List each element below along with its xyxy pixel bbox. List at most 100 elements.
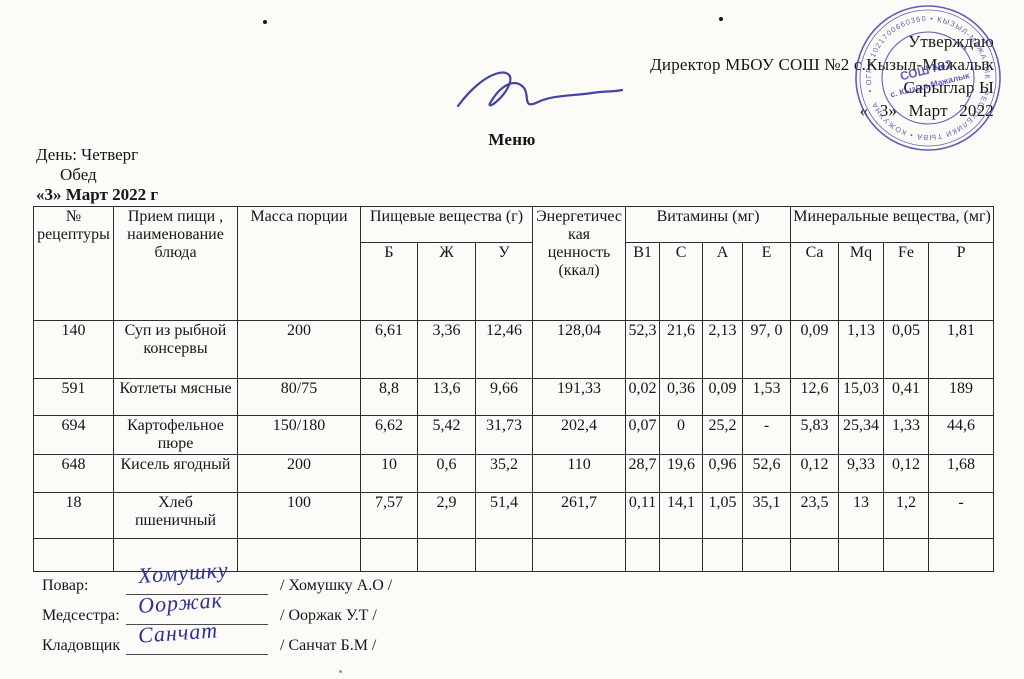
dish-name-cell: Суп из рыбной консервы [113, 320, 238, 379]
value-cell [702, 537, 744, 572]
value-cell: 6,62 [360, 415, 418, 455]
value-cell: 2,13 [702, 320, 744, 379]
value-cell: 0,11 [625, 491, 661, 539]
value-cell: 21,6 [659, 320, 704, 379]
value-cell: 35,2 [474, 453, 534, 493]
director-line: Директор МБОУ СОШ №2 с.Кызыл-Мажалык [650, 55, 994, 74]
value-cell: 694 [33, 415, 114, 455]
scan-speck [719, 17, 723, 21]
value-cell: 191,33 [532, 378, 627, 416]
menu-table-header: № рецептуры Прием пищи , наименование бл… [33, 206, 995, 321]
col-group-vitamins: Витамины (мг) [625, 206, 792, 243]
value-cell: 0,05 [883, 320, 930, 379]
value-cell [625, 537, 661, 572]
scan-speck [339, 670, 342, 673]
value-cell: 0,6 [417, 453, 476, 493]
value-cell: 80/75 [237, 378, 361, 416]
value-cell: 13 [838, 491, 885, 539]
table-row: 648 Кисель ягодный 200 10 0,6 35,2 110 28,7 19,6… [33, 453, 995, 493]
col-header-protein: Б [360, 242, 418, 321]
value-cell: 44,6 [928, 415, 995, 455]
typed-name: / Хомушку А.О / [280, 577, 393, 594]
handwritten-signature: Санчат [137, 617, 219, 648]
value-cell: 14,1 [659, 491, 704, 539]
meal-label: Обед [60, 165, 97, 184]
value-cell: 7,57 [360, 491, 418, 539]
handwritten-signature: Ооржак [137, 587, 224, 618]
value-cell: 19,6 [659, 453, 704, 493]
value-cell [33, 537, 114, 572]
value-cell: 0,07 [625, 415, 661, 455]
value-cell: 18 [33, 491, 114, 539]
value-cell [928, 537, 995, 572]
date-label: «3» Март 2022 г [36, 185, 159, 204]
value-cell: 100 [237, 491, 361, 539]
value-cell: 2,9 [417, 491, 476, 539]
value-cell: 6,61 [360, 320, 418, 379]
value-cell: 1,68 [928, 453, 995, 493]
value-cell: 12,6 [790, 378, 840, 416]
col-header-c: C [659, 242, 704, 321]
value-cell: 9,33 [838, 453, 885, 493]
value-cell: 12,46 [474, 320, 534, 379]
signature-row-storekeeper: Кладовщик Санчат / Санчат Б.М / [42, 617, 377, 655]
col-header-a: A [702, 242, 744, 321]
value-cell: 15,03 [838, 378, 885, 416]
value-cell [360, 537, 418, 572]
value-cell: 9,66 [474, 378, 534, 416]
value-cell: 0,12 [883, 453, 930, 493]
value-cell: 648 [33, 453, 114, 493]
director-signature [456, 71, 624, 108]
value-cell: 1,53 [742, 378, 792, 416]
value-cell: 13,6 [417, 378, 476, 416]
dish-name-cell: Кисель ягодный [113, 453, 238, 493]
col-header-energy: Энергетическая ценность (ккал) [532, 206, 627, 321]
approval-block: Утверждаю Директор МБОУ СОШ №2 с.Кызыл-М… [650, 30, 994, 122]
value-cell: 51,4 [474, 491, 534, 539]
menu-table-body: 140 Суп из рыбной консервы 200 6,61 3,36 12,4… [33, 320, 995, 572]
table-row: 694 Картофельное пюре 150/180 6,62 5,42 31,73… [33, 415, 995, 455]
signature-line: Хомушку [126, 557, 268, 595]
value-cell: 150/180 [237, 415, 361, 455]
value-cell: 28,7 [625, 453, 661, 493]
value-cell: 0,36 [659, 378, 704, 416]
scan-speck [263, 20, 267, 24]
col-header-carbs: У [474, 242, 534, 321]
value-cell: 31,73 [474, 415, 534, 455]
role-label: Медсестра: [42, 607, 120, 624]
value-cell [883, 537, 930, 572]
page-title: Меню [488, 130, 536, 149]
value-cell: 10 [360, 453, 418, 493]
typed-name: / Санчат Б.М / [280, 637, 377, 654]
menu-table: № рецептуры Прием пищи , наименование бл… [33, 206, 995, 572]
value-cell [474, 537, 534, 572]
value-cell: 23,5 [790, 491, 840, 539]
value-cell: 189 [928, 378, 995, 416]
value-cell: 3,36 [417, 320, 476, 379]
value-cell: 128,04 [532, 320, 627, 379]
table-row [33, 537, 995, 572]
value-cell: 25,34 [838, 415, 885, 455]
value-cell: 1,81 [928, 320, 995, 379]
value-cell: 1,05 [702, 491, 744, 539]
col-header-mq: Mq [838, 242, 885, 321]
menu-meta: День: Четверг Обед «3» Март 2022 г [36, 145, 158, 205]
col-header-ca: Ca [790, 242, 840, 321]
value-cell [532, 537, 627, 572]
signature-row-nurse: Медсестра: Ооржак / Ооржак У.Т / [42, 587, 377, 625]
value-cell: 110 [532, 453, 627, 493]
value-cell: 200 [237, 453, 361, 493]
value-cell: 0,09 [702, 378, 744, 416]
col-header-e: E [742, 242, 792, 321]
value-cell: 1,2 [883, 491, 930, 539]
value-cell: 0,12 [790, 453, 840, 493]
value-cell: 140 [33, 320, 114, 379]
value-cell [790, 537, 840, 572]
value-cell [838, 537, 885, 572]
dish-name-cell: Котлеты мясные [113, 378, 238, 416]
col-header-portion: Масса порции [237, 206, 361, 321]
value-cell: 25,2 [702, 415, 744, 455]
dish-name-cell [113, 537, 238, 572]
col-header-b1: B1 [625, 242, 661, 321]
